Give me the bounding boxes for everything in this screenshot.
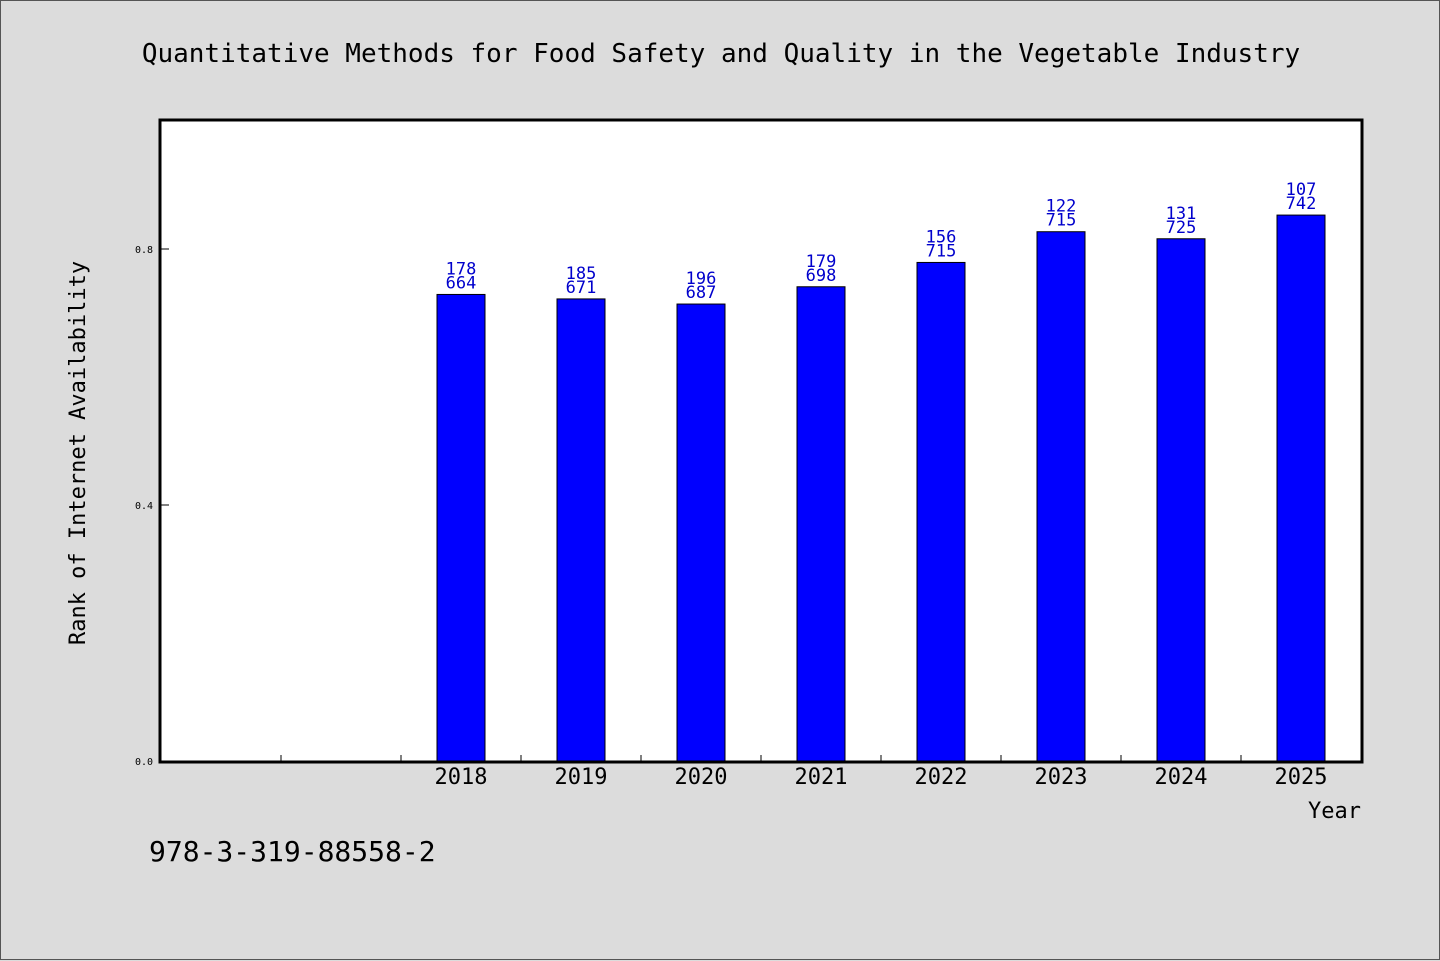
bar-label-top: 156 [926, 227, 957, 247]
bar-label-bottom: 715 [926, 241, 957, 261]
y-tick-label: 0.0 [135, 757, 153, 768]
bar-label-top: 107 [1286, 180, 1317, 200]
x-axis: 2018 2019 2020 2021 2022 2023 2024 2025 [280, 755, 1328, 790]
x-tick-label: 2019 [555, 765, 608, 790]
bar-label-top: 196 [686, 269, 717, 289]
x-tick-label: 2020 [675, 765, 728, 790]
bar-label-bottom: 664 [446, 273, 477, 293]
isbn-label: 978-3-319-88558-2 [149, 835, 436, 868]
bar [676, 303, 726, 762]
x-tick-label: 2021 [795, 765, 848, 790]
bar-label-top: 122 [1046, 197, 1077, 217]
bar-label-top: 185 [566, 264, 597, 284]
bar-label-bottom: 671 [566, 278, 597, 298]
bar-label-top: 131 [1166, 204, 1197, 224]
x-axis-label: Year [1308, 799, 1361, 824]
bar [1036, 231, 1086, 762]
bar-label-top: 178 [446, 259, 477, 279]
x-tick-label: 2025 [1275, 765, 1328, 790]
y-axis-label: Rank of Internet Availability [66, 261, 91, 645]
x-tick-label: 2023 [1035, 765, 1088, 790]
y-axis: 0.0 0.4 0.8 [135, 245, 169, 768]
bars-group [436, 214, 1326, 762]
bar-label-bottom: 742 [1286, 194, 1317, 214]
bar [436, 293, 486, 762]
x-tick-label: 2024 [1155, 765, 1208, 790]
y-tick-label: 0.4 [135, 501, 153, 512]
bar-label-bottom: 687 [686, 283, 717, 303]
bar-label-bottom: 715 [1046, 211, 1077, 231]
y-tick-label: 0.8 [135, 245, 153, 256]
x-tick-label: 2022 [915, 765, 968, 790]
bar [1156, 238, 1206, 762]
chart-title: Quantitative Methods for Food Safety and… [142, 39, 1300, 69]
bar-label-top: 179 [806, 252, 837, 272]
bar [1276, 214, 1326, 762]
bar [556, 298, 606, 762]
x-tick-label: 2018 [435, 765, 488, 790]
bar-label-bottom: 698 [806, 266, 837, 286]
bar-label-bottom: 725 [1166, 218, 1197, 238]
bar [916, 261, 966, 762]
bar [796, 286, 846, 762]
